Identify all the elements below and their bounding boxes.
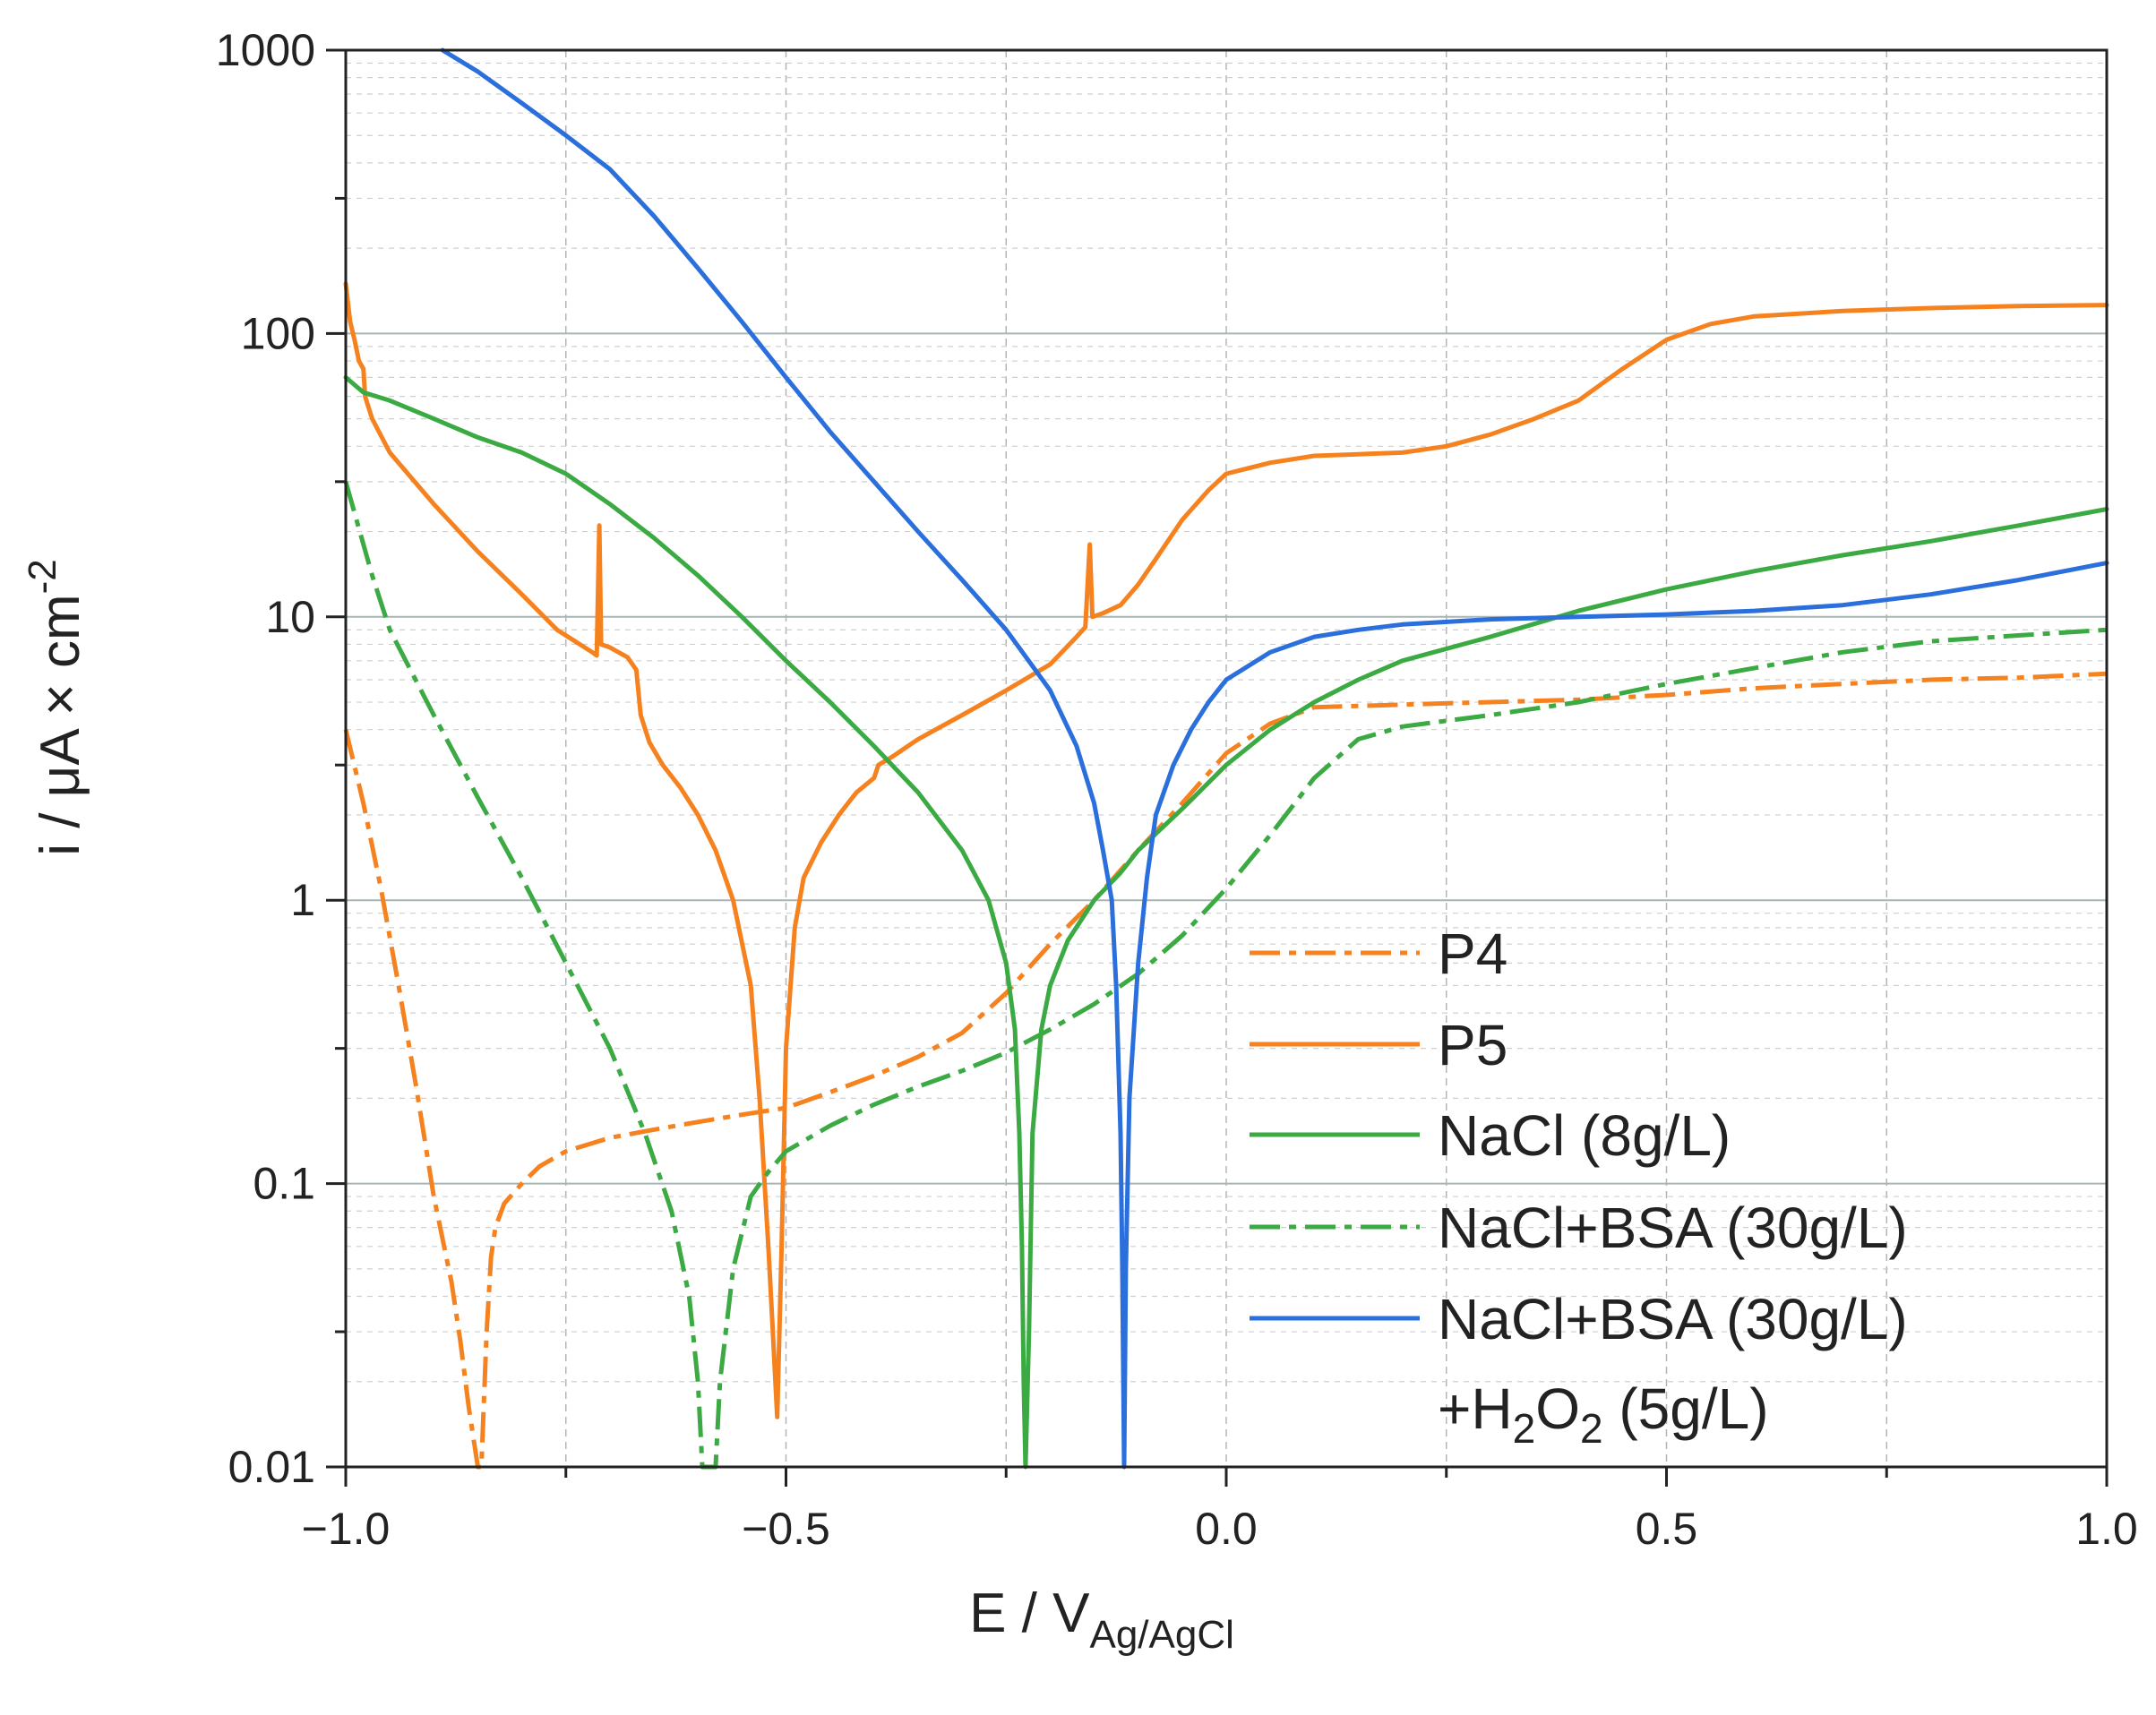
tick-labels: −1.0 −0.5 0.0 0.5 1.0 0.01 0.1 1 10 100 1000 — [216, 25, 2138, 1554]
x-axis-title-main: E / V — [969, 1582, 1090, 1644]
axis-ticks — [326, 48, 2109, 1487]
y-tick-label: 0.01 — [228, 1442, 315, 1492]
series-line-2 — [343, 281, 2109, 1419]
legend-label-5-line2: +H2O2 (5g/L) — [1438, 1376, 1769, 1452]
legend: P4 P5 NaCl (8g/L) NaCl+BSA (30g/L) NaCl+BSA … — [1250, 922, 1908, 1452]
legend-label-4: NaCl+BSA (30g/L) — [1438, 1196, 1908, 1260]
x-axis-title: E / VAg/AgCl — [969, 1582, 1234, 1657]
y-tick-label: 1000 — [216, 25, 315, 75]
y-tick-label: 1 — [290, 875, 315, 925]
y-tick-label: 100 — [241, 308, 315, 358]
series-line-4 — [343, 481, 2108, 1470]
legend-label-1: P4 — [1438, 922, 1507, 986]
x-tick-label: 0.5 — [1636, 1504, 1698, 1554]
x-tick-label: −0.5 — [742, 1504, 830, 1554]
legend-label-2: P5 — [1438, 1013, 1507, 1077]
legend-label-3: NaCl (8g/L) — [1438, 1103, 1731, 1168]
y-axis-title: i / μA × cm-2 — [21, 559, 91, 856]
x-tick-label: −1.0 — [302, 1504, 391, 1554]
x-axis-title-subscript: Ag/AgCl — [1089, 1613, 1233, 1657]
x-tick-label: 1.0 — [2075, 1504, 2138, 1554]
y-tick-label: 10 — [265, 592, 315, 642]
series-line-1 — [343, 671, 2108, 1470]
y-axis-title-main: i / μA × cm — [30, 594, 91, 855]
x-tick-label: 0.0 — [1195, 1504, 1258, 1554]
y-tick-label: 0.1 — [253, 1159, 315, 1209]
series-line-5 — [440, 47, 2109, 1470]
legend-label-5: NaCl+BSA (30g/L) — [1438, 1287, 1908, 1351]
y-axis-title-superscript: -2 — [21, 559, 64, 594]
